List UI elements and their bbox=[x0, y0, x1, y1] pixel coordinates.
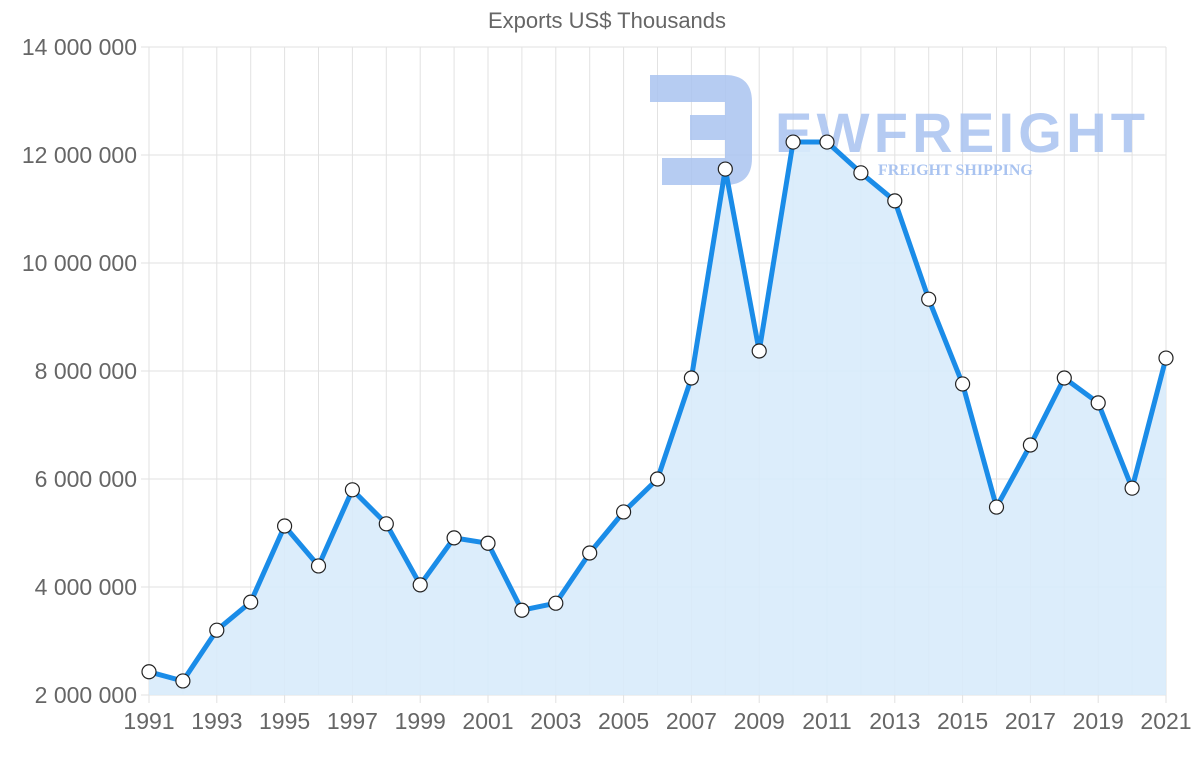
x-tick-label: 2021 bbox=[1140, 708, 1191, 734]
y-tick-label: 4 000 000 bbox=[35, 574, 137, 600]
data-point[interactable] bbox=[819, 134, 835, 150]
data-point[interactable] bbox=[785, 134, 801, 150]
x-tick-label: 2005 bbox=[598, 708, 649, 734]
data-point[interactable] bbox=[446, 530, 462, 546]
x-axis: 1991 1993 1995 1997 1999 2001 2003 2005 2007 2009… bbox=[123, 708, 1191, 734]
y-tick-label: 2 000 000 bbox=[35, 682, 137, 708]
data-point[interactable] bbox=[209, 622, 225, 638]
x-tick-label: 1999 bbox=[395, 708, 446, 734]
x-tick-label: 2015 bbox=[937, 708, 988, 734]
data-point[interactable] bbox=[887, 193, 903, 209]
data-point[interactable] bbox=[514, 602, 530, 618]
data-point[interactable] bbox=[1056, 370, 1072, 386]
data-point[interactable] bbox=[954, 376, 971, 392]
data-point[interactable] bbox=[988, 499, 1005, 515]
x-tick-label: 2007 bbox=[666, 708, 717, 734]
data-point[interactable] bbox=[1124, 480, 1140, 496]
x-tick-label: 2017 bbox=[1005, 708, 1056, 734]
data-point[interactable] bbox=[853, 165, 869, 181]
data-point[interactable] bbox=[310, 558, 327, 574]
x-tick-label: 2011 bbox=[802, 708, 851, 734]
data-point[interactable] bbox=[378, 516, 394, 532]
x-tick-label: 2013 bbox=[869, 708, 920, 734]
data-point[interactable] bbox=[412, 577, 428, 593]
data-point[interactable] bbox=[243, 594, 259, 610]
data-point[interactable] bbox=[683, 370, 700, 386]
data-point[interactable] bbox=[1090, 395, 1106, 411]
data-point[interactable] bbox=[751, 343, 767, 359]
watermark-logo-icon bbox=[650, 75, 752, 185]
data-point[interactable] bbox=[582, 545, 598, 561]
watermark-tagline: FREIGHT SHIPPING bbox=[878, 162, 1033, 179]
chart-title: Exports US$ Thousands bbox=[487, 8, 727, 33]
data-point[interactable] bbox=[175, 673, 191, 689]
x-tick-label: 1993 bbox=[191, 708, 242, 734]
y-tick-label: 6 000 000 bbox=[35, 466, 137, 492]
x-tick-label: 1991 bbox=[123, 708, 174, 734]
data-point[interactable] bbox=[480, 535, 496, 551]
data-point[interactable] bbox=[344, 482, 360, 498]
data-point[interactable] bbox=[277, 518, 293, 534]
data-point[interactable] bbox=[1158, 350, 1174, 366]
x-tick-label: 2003 bbox=[530, 708, 581, 734]
data-point[interactable] bbox=[1022, 437, 1039, 453]
y-axis: 14 000 000 12 000 000 10 000 000 8 000 000 6… bbox=[22, 34, 137, 708]
y-tick-label: 12 000 000 bbox=[22, 142, 137, 168]
data-point[interactable] bbox=[141, 664, 157, 680]
x-tick-label: 2001 bbox=[462, 708, 513, 734]
x-tick-label: 2019 bbox=[1073, 708, 1124, 734]
x-tick-label: 1995 bbox=[259, 708, 310, 734]
x-tick-label: 2009 bbox=[734, 708, 785, 734]
data-point[interactable] bbox=[548, 595, 564, 611]
data-points bbox=[141, 134, 1174, 689]
data-point[interactable] bbox=[717, 161, 733, 177]
data-point[interactable] bbox=[649, 471, 666, 487]
y-tick-label: 14 000 000 bbox=[22, 34, 137, 60]
data-point[interactable] bbox=[615, 504, 632, 520]
data-point[interactable] bbox=[921, 291, 937, 307]
y-tick-label: 10 000 000 bbox=[22, 250, 137, 276]
x-tick-label: 1997 bbox=[327, 708, 378, 734]
y-tick-label: 8 000 000 bbox=[35, 358, 137, 384]
